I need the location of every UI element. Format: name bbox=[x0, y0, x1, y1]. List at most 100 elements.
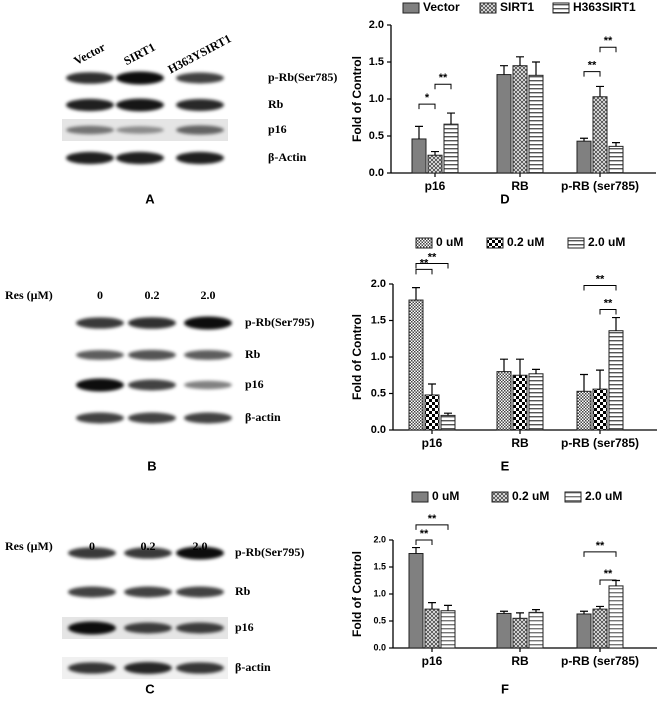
bar bbox=[528, 611, 544, 649]
bar bbox=[608, 330, 624, 431]
legend-label: 0.2 uM bbox=[512, 489, 549, 503]
error-bar bbox=[516, 56, 524, 66]
blot-band bbox=[68, 662, 116, 674]
row-label: p-Rb(Ser785) bbox=[268, 70, 337, 84]
y-tick-label: 2.0 bbox=[369, 19, 384, 31]
blot-band bbox=[128, 349, 176, 361]
blot-band bbox=[128, 412, 176, 424]
bar bbox=[408, 299, 424, 431]
significance-bracket bbox=[583, 551, 617, 557]
bar bbox=[512, 65, 528, 174]
bar bbox=[576, 390, 592, 431]
y-tick-label: 1.5 bbox=[371, 314, 386, 326]
lane-label: Vector bbox=[71, 40, 108, 68]
significance-label: ** bbox=[588, 60, 597, 72]
bar bbox=[592, 96, 608, 174]
blot-band bbox=[184, 316, 232, 330]
y-tick-label: 1.0 bbox=[371, 351, 386, 363]
bar-chart: 0.0 0.5 1.0 1.5 2.0 Fold of Control p16 RB p-RB … bbox=[350, 235, 657, 473]
bar bbox=[496, 74, 512, 174]
treatment-label: Res (μM) bbox=[5, 539, 53, 553]
error-bar bbox=[532, 368, 540, 374]
y-tick-label: 2.0 bbox=[373, 534, 386, 544]
legend-swatch bbox=[402, 2, 420, 14]
bar bbox=[424, 394, 440, 431]
error-bar bbox=[580, 137, 588, 142]
blot-band bbox=[176, 151, 224, 165]
legend-swatch bbox=[479, 2, 497, 14]
bar bbox=[411, 138, 427, 174]
blot-band bbox=[66, 125, 114, 135]
blot-band bbox=[176, 586, 224, 598]
blot-band bbox=[184, 380, 232, 390]
error-bar bbox=[580, 610, 588, 614]
significance-label: ** bbox=[596, 273, 605, 285]
error-bar bbox=[596, 605, 604, 610]
bar bbox=[496, 612, 512, 649]
panel-label: A bbox=[145, 191, 155, 206]
x-tick-label: p-RB (ser785) bbox=[561, 654, 639, 668]
blot-band bbox=[66, 98, 114, 112]
error-bar bbox=[412, 287, 420, 301]
significance-bracket bbox=[415, 268, 433, 275]
bar bbox=[440, 610, 456, 649]
x-tick-label: p16 bbox=[422, 654, 443, 668]
bar bbox=[528, 74, 544, 174]
row-label: p16 bbox=[245, 377, 264, 391]
bar bbox=[496, 371, 512, 431]
x-tick-label: p-RB (ser785) bbox=[561, 179, 639, 193]
blot-band bbox=[116, 98, 164, 112]
significance-label: ** bbox=[428, 251, 437, 263]
legend-swatch bbox=[567, 237, 585, 249]
x-tick-label: RB bbox=[511, 436, 529, 450]
significance-label: ** bbox=[604, 297, 613, 309]
bar bbox=[608, 145, 624, 174]
error-bar bbox=[596, 369, 604, 390]
significance-bracket bbox=[418, 103, 436, 110]
blot-band bbox=[184, 350, 232, 360]
legend-swatch bbox=[491, 491, 509, 503]
lane-label: H363YSIRT1 bbox=[165, 31, 233, 76]
blot-band bbox=[124, 586, 172, 598]
error-bar bbox=[532, 61, 540, 76]
row-label: Rb bbox=[235, 584, 251, 598]
row-label: β-Actin bbox=[268, 150, 307, 164]
significance-label: * bbox=[425, 92, 430, 104]
blot-band bbox=[116, 151, 164, 165]
bar bbox=[528, 373, 544, 431]
blot-band bbox=[128, 379, 176, 391]
row-label: p16 bbox=[268, 122, 287, 136]
error-bar bbox=[596, 85, 604, 97]
blot-band bbox=[128, 317, 176, 329]
bar bbox=[608, 585, 624, 649]
error-bar bbox=[500, 65, 508, 75]
blot-band bbox=[68, 547, 116, 559]
legend-label: 0 uM bbox=[436, 235, 463, 249]
bar bbox=[443, 123, 459, 174]
row-label: p16 bbox=[235, 620, 254, 634]
legend-label: 0 uM bbox=[432, 489, 459, 503]
blot-band bbox=[176, 546, 224, 560]
blot-band bbox=[176, 99, 224, 111]
y-tick-label: 0.5 bbox=[369, 130, 384, 142]
bar-chart: 0.0 0.5 1.0 1.5 2.0 Fold of Control p16 RB p-RB … bbox=[350, 489, 657, 696]
y-axis-label: Fold of Control bbox=[350, 56, 364, 142]
error-bar bbox=[428, 383, 436, 395]
panel-label: C bbox=[145, 681, 155, 696]
treatment-label: Res (μM) bbox=[5, 288, 53, 302]
lane-label: SIRT1 bbox=[121, 40, 157, 68]
blot-band bbox=[76, 378, 124, 392]
blot-band bbox=[66, 72, 114, 84]
row-label: Rb bbox=[245, 347, 261, 361]
lane-label: 2.0 bbox=[201, 288, 216, 302]
significance-label: ** bbox=[428, 513, 437, 525]
significance-bracket bbox=[583, 71, 601, 77]
blot-band bbox=[116, 126, 164, 134]
error-bar bbox=[500, 358, 508, 372]
legend-swatch bbox=[415, 237, 433, 249]
legend-label: 2.0 uM bbox=[588, 235, 625, 249]
blot-band bbox=[176, 622, 224, 634]
x-tick-label: p-RB (ser785) bbox=[561, 436, 639, 450]
legend-swatch bbox=[411, 491, 429, 503]
